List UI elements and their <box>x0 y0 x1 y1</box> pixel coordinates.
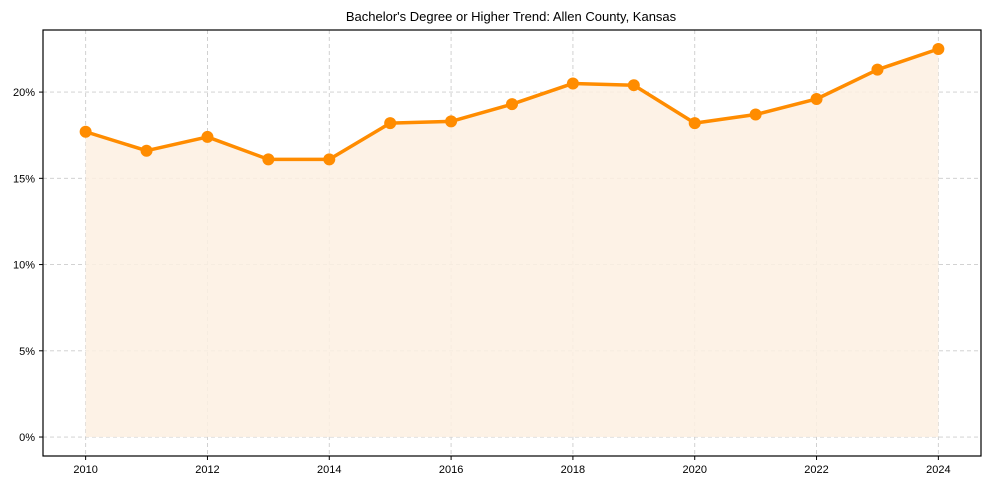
data-point-marker[interactable]: 2014: 16.1% <box>323 153 336 166</box>
x-tick-label: 2020 <box>682 464 706 476</box>
area-fill <box>85 48 939 438</box>
x-tick-label: 2012 <box>195 464 219 476</box>
data-point-marker[interactable]: 2010: 17.7% <box>79 125 92 138</box>
data-point-marker[interactable]: 2023: 21.3% <box>871 63 884 76</box>
data-point-marker[interactable]: 2018: 20.5% <box>566 77 579 90</box>
y-tick-label: 15% <box>13 173 35 185</box>
data-markers: 2010: 17.7% 2011: 16.6% 2012: 17.4% 2013: 1… <box>79 42 945 166</box>
x-tick-label: 2014 <box>317 464 341 476</box>
data-point-marker[interactable]: 2019: 20.4% <box>627 79 640 92</box>
data-point-marker[interactable]: 2013: 16.1% <box>262 153 275 166</box>
data-point-marker[interactable]: 2017: 19.3% <box>506 98 518 111</box>
y-tick-label: 20% <box>13 87 35 99</box>
data-point-marker[interactable]: 2015: 18.2% <box>384 117 397 130</box>
x-tick-label: 2016 <box>439 464 463 476</box>
y-tick-label: 5% <box>19 346 35 358</box>
x-tick-label: 2022 <box>804 464 828 476</box>
chart-title: Bachelor's Degree or Higher Trend: Allen… <box>346 9 677 24</box>
data-point-marker[interactable]: 2012: 17.4% <box>201 130 214 143</box>
y-axis-ticks: 0% 5% 10% 15% 20% <box>13 87 43 444</box>
x-axis-ticks: 2010 2012 2014 2016 2018 2020 2022 2024 <box>73 456 951 476</box>
y-tick-label: 10% <box>13 260 35 272</box>
data-point-marker[interactable]: 2021: 18.7% <box>749 108 762 121</box>
x-tick-label: 2010 <box>73 464 97 476</box>
data-point-marker[interactable]: 2016: 18.3% <box>445 115 458 128</box>
x-tick-label: 2024 <box>926 464 950 476</box>
data-point-marker[interactable]: 2024: 22.5% <box>932 42 945 55</box>
data-point-marker[interactable]: 2022: 19.6% <box>810 92 823 105</box>
data-point-marker[interactable]: 2020: 18.2% <box>688 117 701 130</box>
plot-frame <box>42 29 982 457</box>
y-tick-label: 0% <box>19 432 35 444</box>
x-tick-label: 2018 <box>561 464 585 476</box>
area-fill-path <box>85 48 939 438</box>
data-point-marker[interactable]: 2011: 16.6% <box>140 144 153 157</box>
